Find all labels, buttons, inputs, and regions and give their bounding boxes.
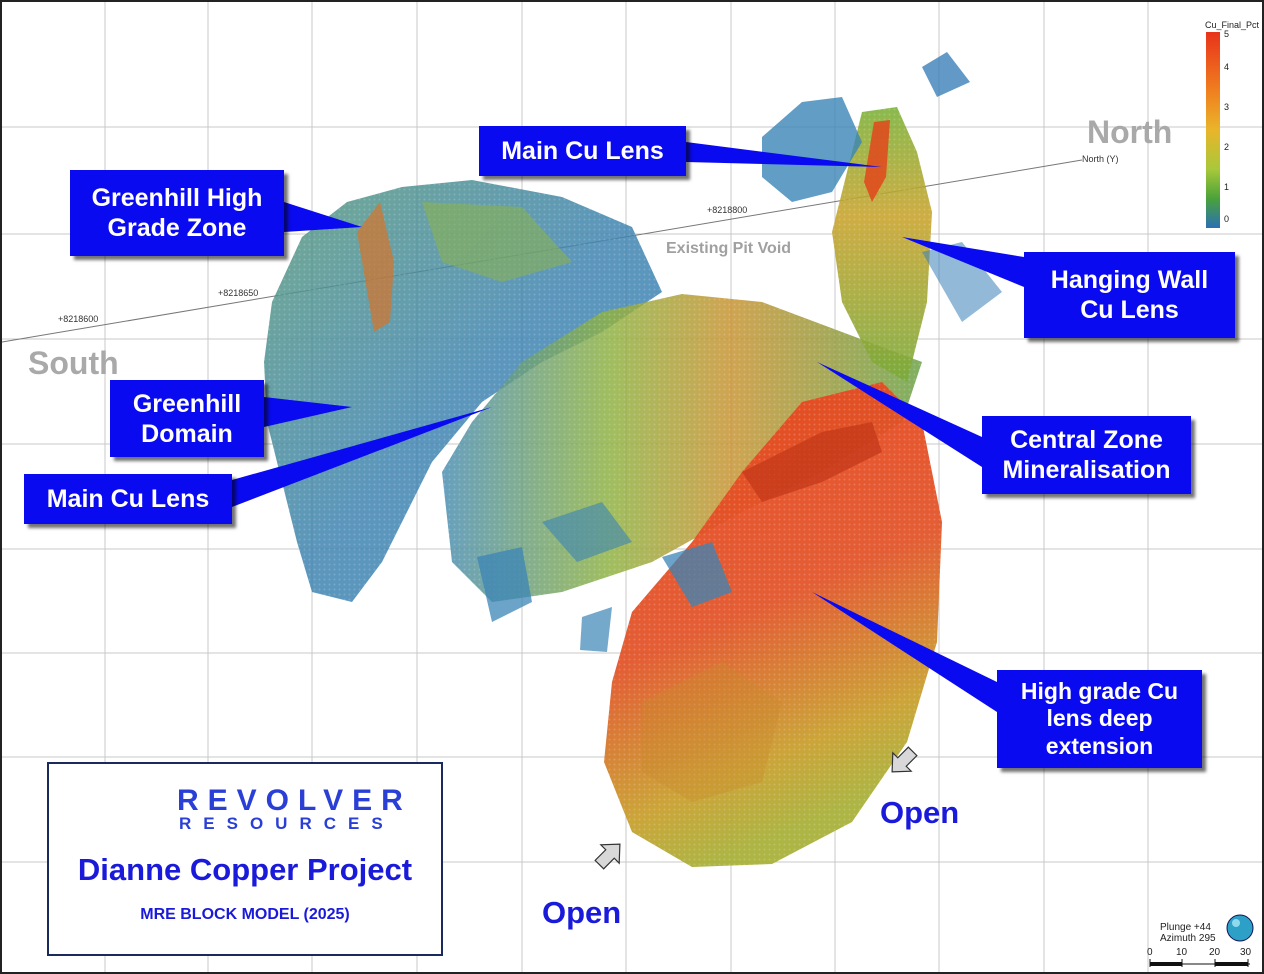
coord-label-north: +8218800 [707, 205, 748, 215]
plunge-label: Plunge +44 [1160, 922, 1211, 933]
project-title: Dianne Copper Project [77, 852, 413, 887]
south-label: South [28, 345, 119, 381]
scale-tick-20: 20 [1209, 947, 1221, 958]
azimuth-label: Azimuth 295 [1160, 933, 1216, 944]
coord-label-south: +8218600 [58, 314, 99, 324]
callout-central-zone: Central Zone Mineralisation [982, 416, 1191, 494]
legend-tick-2: 2 [1224, 142, 1230, 152]
project-subtitle: MRE BLOCK MODEL (2025) [140, 906, 350, 923]
scale-tick-30: 30 [1240, 947, 1252, 958]
company-sub: RESOURCES [179, 814, 395, 833]
north-label: North [1087, 114, 1173, 150]
callout-high-grade-deep: High grade Cu lens deep extension [997, 670, 1202, 768]
pit-void-label: Existing Pit Void [666, 240, 792, 257]
callout-greenhill-high-grade: Greenhill High Grade Zone [70, 170, 284, 256]
legend-tick-1: 1 [1224, 182, 1230, 192]
coord-label-mid: +8218650 [218, 288, 259, 298]
main-cu-lens-top-body [864, 120, 890, 202]
orientation-globe [1226, 914, 1254, 942]
open-label-bottom: Open [542, 895, 622, 930]
north-y-label: North (Y) [1082, 154, 1119, 164]
open-label-right: Open [880, 795, 960, 830]
callout-pointers [232, 142, 1024, 712]
top-blue-block [762, 97, 862, 202]
legend-color-bar [1206, 32, 1220, 228]
top-right-block [922, 52, 970, 97]
open-arrow-bottom [594, 843, 621, 870]
greenhill-high-grade-streak [357, 202, 394, 332]
callout-hanging-wall: Hanging Wall Cu Lens [1024, 252, 1235, 338]
scale-tick-10: 10 [1176, 947, 1188, 958]
legend-tick-0: 0 [1224, 214, 1230, 224]
scale-tick-0: 0 [1147, 947, 1153, 958]
legend-title: Cu_Final_Pct [1205, 20, 1260, 30]
callout-main-cu-lens-top: Main Cu Lens [479, 126, 686, 176]
legend-tick-4: 4 [1224, 62, 1230, 72]
company-name: REVOLVER [177, 784, 412, 817]
lower-blue-blocks [477, 547, 532, 622]
legend-tick-5: 5 [1224, 29, 1230, 39]
project-logo-box: REVOLVER RESOURCES Dianne Copper Project… [47, 762, 443, 956]
legend-tick-3: 3 [1224, 102, 1230, 112]
callout-main-cu-lens-left: Main Cu Lens [24, 474, 232, 524]
callout-greenhill-domain: Greenhill Domain [110, 380, 264, 457]
open-arrow-right [891, 746, 918, 773]
